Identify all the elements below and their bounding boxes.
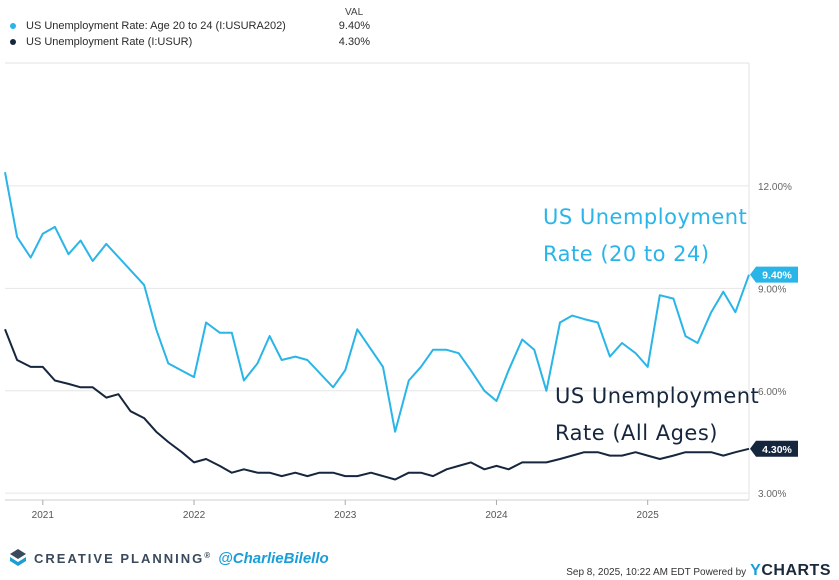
footer-credit: Sep 8, 2025, 10:22 AM EDT Powered by YCH…	[566, 562, 831, 580]
creative-planning-mark-icon	[10, 549, 26, 566]
legend-value: 4.30%	[338, 36, 370, 48]
series-annotation: US Unemployment	[543, 205, 747, 229]
legend-dot-icon	[10, 23, 16, 29]
twitter-handle[interactable]: @CharlieBilello	[218, 549, 329, 567]
end-value-label: 9.40%	[762, 270, 792, 282]
series-line-age-20-24	[4, 172, 750, 433]
series-annotation: Rate (All Ages)	[555, 421, 718, 445]
series-line-all-ages	[4, 328, 750, 481]
x-tick-label: 2021	[32, 510, 55, 521]
y-tick-label: 9.00%	[758, 284, 786, 295]
x-tick-label: 2023	[334, 510, 357, 521]
legend-label: US Unemployment Rate (I:USUR)	[26, 36, 193, 48]
end-value-label: 4.30%	[762, 444, 792, 456]
x-tick-label: 2022	[183, 510, 206, 521]
legend-item[interactable]: US Unemployment Rate (I:USUR) 4.30%	[8, 35, 370, 49]
legend-item[interactable]: US Unemployment Rate: Age 20 to 24 (I:US…	[8, 19, 370, 33]
x-tick-label: 2024	[485, 510, 508, 521]
y-tick-label: 12.00%	[758, 182, 792, 193]
y-tick-label: 3.00%	[758, 489, 786, 500]
legend-dot-icon	[10, 39, 16, 45]
end-value-flag	[750, 266, 798, 283]
legend-label: US Unemployment Rate: Age 20 to 24 (I:US…	[26, 20, 286, 32]
creative-planning-logo: CREATIVE PLANNING® @CharlieBilello	[8, 548, 329, 568]
x-tick-label: 2025	[637, 510, 660, 521]
end-value-flag	[750, 440, 798, 457]
legend-header: VAL	[345, 7, 364, 18]
ycharts-logo[interactable]: YCHARTS	[750, 562, 831, 579]
brand-name: CREATIVE PLANNING®	[34, 550, 211, 566]
line-chart: 3.00% 6.00% 9.00% 12.00% 2021 2022 2023 2024 202…	[4, 62, 798, 521]
series-annotation: US Unemployment	[555, 384, 759, 408]
timestamp: Sep 8, 2025, 10:22 AM EDT Powered by	[566, 567, 747, 578]
y-tick-label: 6.00%	[758, 387, 786, 398]
legend-value: 9.40%	[338, 20, 370, 32]
series-annotation: Rate (20 to 24)	[543, 242, 710, 266]
